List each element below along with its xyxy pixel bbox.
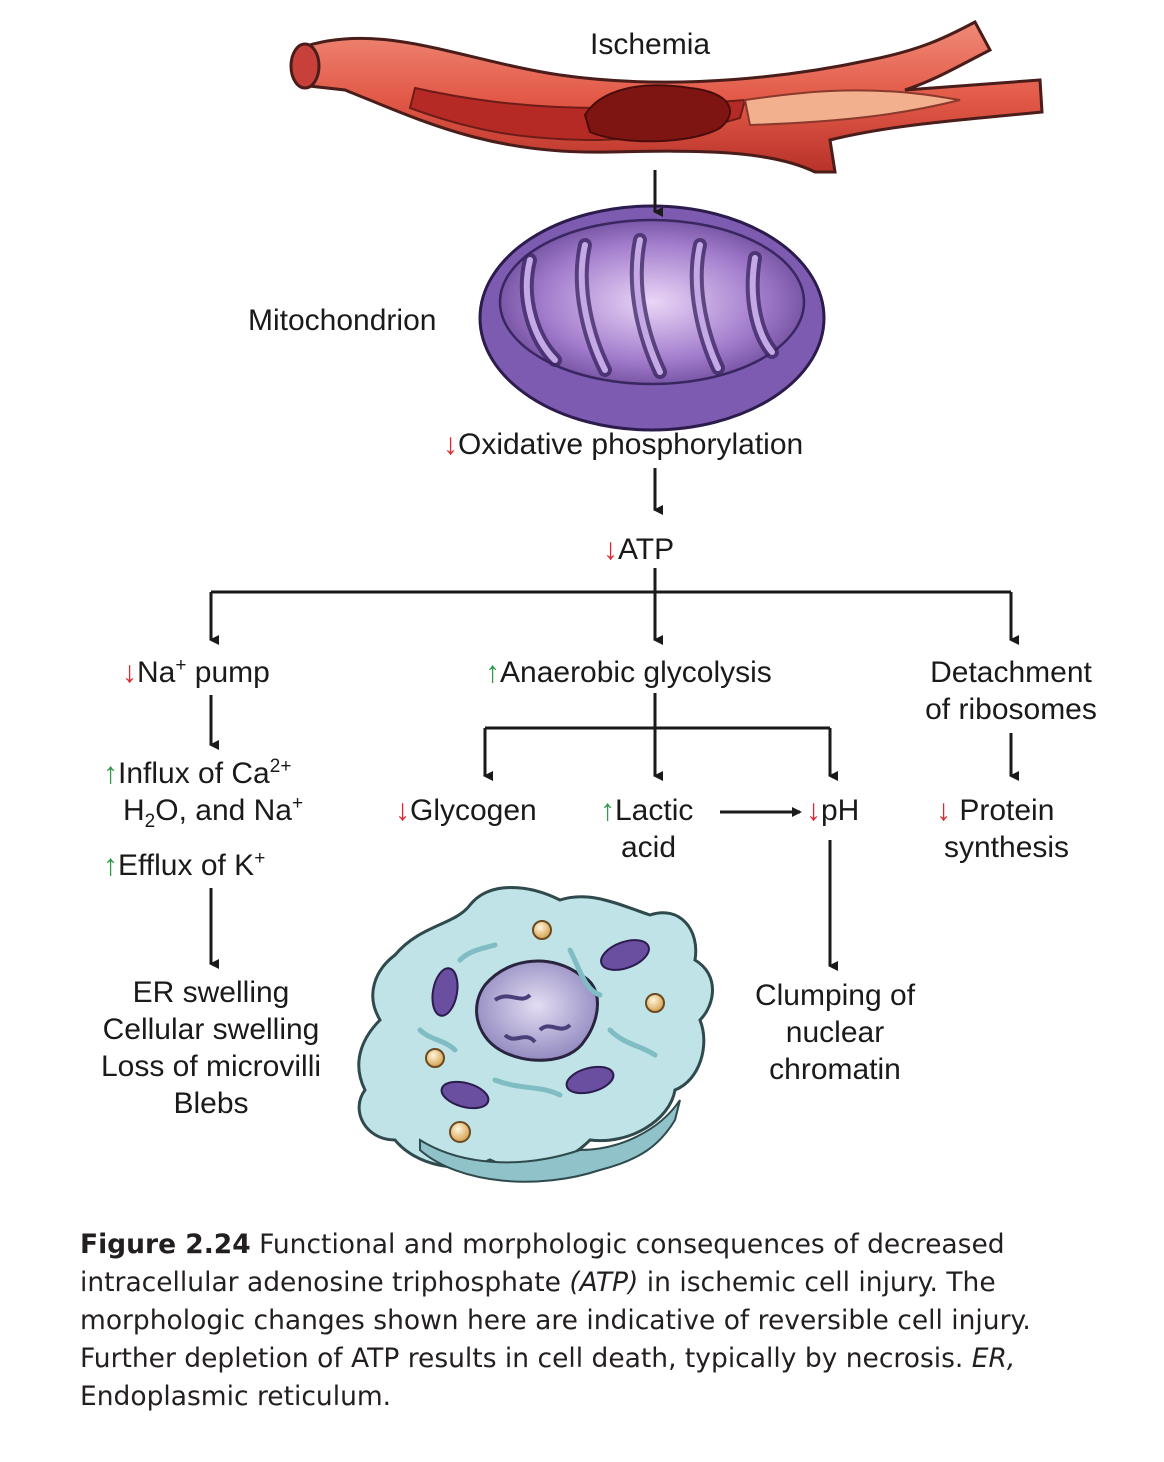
efflux-node: ↑Efflux of K+ xyxy=(103,847,265,884)
oxidative-phosphorylation-node: ↓Oxidative phosphorylation xyxy=(443,426,803,463)
figure-number: Figure 2.24 xyxy=(80,1229,251,1260)
clumping-line-3: chromatin xyxy=(769,1053,901,1086)
lactic-line-2: acid xyxy=(621,831,677,864)
protein-synthesis-node: ↓ Protein synthesis xyxy=(936,792,1069,866)
diagram: Ischemia Mitochondrion ↓Oxidative phosph… xyxy=(61,19,1111,1183)
er-change-item: Loss of microvilli xyxy=(100,1050,322,1083)
caption-abbrev: ER, xyxy=(971,1343,1016,1374)
influx-line-2: O, and Na xyxy=(155,794,292,827)
atp-node: ↓ATP xyxy=(603,531,674,568)
decrease-arrow-icon: ↓ xyxy=(395,794,410,827)
atp-label: ATP xyxy=(618,533,675,566)
anaerobic-label: Anaerobic glycolysis xyxy=(500,656,772,689)
na-charge: + xyxy=(175,655,187,676)
er-change-item: ER swelling xyxy=(132,976,290,1009)
ph-node: ↓pH xyxy=(806,792,859,829)
influx-node: ↑Influx of Ca2+ H2O, and Na+ xyxy=(103,755,304,832)
mitochondrion-illustration xyxy=(478,204,826,432)
glycogen-label: Glycogen xyxy=(410,794,537,827)
efflux-label: Efflux of K xyxy=(118,849,255,882)
er-change-item: Cellular swelling xyxy=(102,1013,320,1046)
protein-line-1: Protein xyxy=(959,794,1055,827)
decrease-arrow-icon: ↓ xyxy=(603,533,618,566)
er-change-item: Blebs xyxy=(173,1087,249,1120)
mitochondrion-label: Mitochondrion xyxy=(248,304,437,337)
increase-arrow-icon: ↑ xyxy=(103,757,118,790)
water-subscript: 2 xyxy=(144,811,156,832)
ph-label: pH xyxy=(821,794,860,827)
lactic-acid-node: ↑Lactic acid xyxy=(600,792,693,866)
influx-line-1: Influx of Ca xyxy=(118,757,270,790)
lactic-line-1: Lactic xyxy=(615,794,694,827)
caption-text: Endoplasmic reticulum. xyxy=(80,1381,392,1412)
cell-illustration xyxy=(357,886,714,1183)
flow-connectors xyxy=(209,170,1019,971)
decrease-arrow-icon: ↓ xyxy=(936,794,951,827)
anaerobic-glycolysis-node: ↑Anaerobic glycolysis xyxy=(485,654,772,691)
decrease-arrow-icon: ↓ xyxy=(443,428,458,461)
caption-abbrev: (ATP) xyxy=(569,1267,639,1298)
glycogen-node: ↓Glycogen xyxy=(395,792,537,829)
na-pump-suffix: pump xyxy=(186,656,270,689)
water-h: H xyxy=(123,794,145,827)
blood-vessel-illustration xyxy=(289,19,1044,174)
decrease-arrow-icon: ↓ xyxy=(122,656,137,689)
detachment-line-1: Detachment xyxy=(930,656,1092,689)
er-changes-node: ER swelling Cellular swelling Loss of mi… xyxy=(61,974,361,1122)
figure-caption: Figure 2.24 Functional and morphologic c… xyxy=(80,1226,1090,1416)
clumping-line-1: Clumping of xyxy=(754,979,916,1012)
na-charge: + xyxy=(292,793,304,814)
k-charge: + xyxy=(254,848,266,869)
caption-text: in ischemic cell injury. The morphologic… xyxy=(80,1267,1031,1374)
increase-arrow-icon: ↑ xyxy=(103,849,118,882)
detachment-line-2: of ribosomes xyxy=(925,693,1097,726)
caption-text: Functional and morphologic consequences … xyxy=(80,1229,1005,1298)
detachment-node: Detachment of ribosomes xyxy=(911,654,1111,728)
diagram-graphics xyxy=(209,19,1044,1183)
clumping-node: Clumping of nuclear chromatin xyxy=(735,977,935,1088)
increase-arrow-icon: ↑ xyxy=(485,656,500,689)
ca-charge: 2+ xyxy=(269,756,292,777)
increase-arrow-icon: ↑ xyxy=(600,794,615,827)
ischemia-label: Ischemia xyxy=(590,28,711,61)
protein-line-2: synthesis xyxy=(944,831,1070,864)
na-pump-node: ↓Na+ pump xyxy=(122,654,270,691)
clumping-line-2: nuclear xyxy=(785,1016,885,1049)
na-pump-label: Na xyxy=(137,656,176,689)
oxphos-label: Oxidative phosphorylation xyxy=(458,428,804,461)
decrease-arrow-icon: ↓ xyxy=(806,794,821,827)
